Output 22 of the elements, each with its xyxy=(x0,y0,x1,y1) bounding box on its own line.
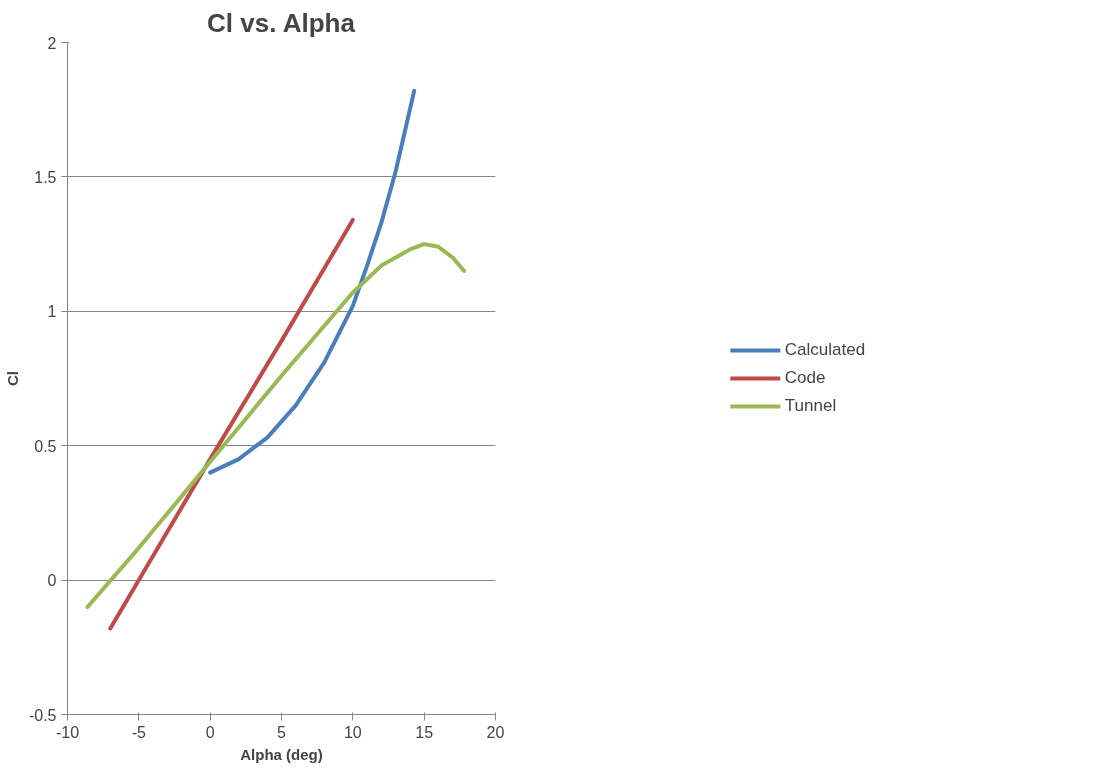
line-series xyxy=(85,242,467,609)
legend-label: Calculated xyxy=(784,340,866,360)
x-tick-label: 10 xyxy=(343,723,362,741)
line-series xyxy=(108,217,355,631)
x-tick-label: -10 xyxy=(55,723,80,741)
y-tick-label: 1.5 xyxy=(34,168,57,186)
x-tick-label: 0 xyxy=(205,723,215,741)
y-tick-label: 2 xyxy=(47,34,57,52)
x-axis-title: Alpha (deg) xyxy=(240,745,323,763)
y-tick-label: -0.5 xyxy=(28,706,57,724)
x-tick-label: 5 xyxy=(277,723,287,741)
y-tick-label: 1 xyxy=(47,303,57,321)
x-tick-label: -5 xyxy=(131,723,147,741)
y-axis-title: Cl xyxy=(3,371,21,386)
legend-label: Tunnel xyxy=(784,396,837,416)
x-tick-label: 15 xyxy=(415,723,434,741)
line-series xyxy=(208,88,417,475)
y-tick-label: 0 xyxy=(47,572,57,590)
x-tick-label: 20 xyxy=(486,723,505,741)
y-tick-label: 0.5 xyxy=(34,437,57,455)
chart-title: Cl vs. Alpha xyxy=(207,7,356,38)
legend-label: Code xyxy=(784,368,826,388)
